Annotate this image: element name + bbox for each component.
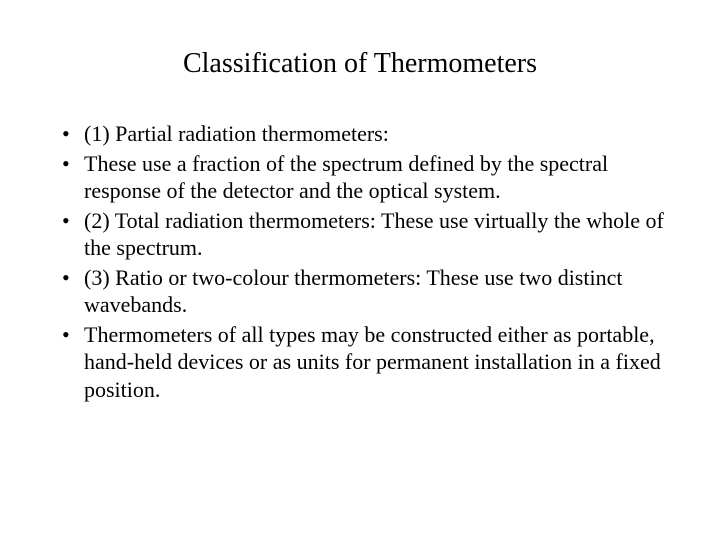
slide: Classification of Thermometers (1) Parti… (0, 0, 720, 540)
list-item: Thermometers of all types may be constru… (62, 321, 678, 404)
list-item: (3) Ratio or two-colour thermometers: Th… (62, 264, 678, 319)
list-item: These use a fraction of the spectrum def… (62, 150, 678, 205)
bullet-list: (1) Partial radiation thermometers: Thes… (32, 120, 688, 403)
list-item: (2) Total radiation thermometers: These … (62, 207, 678, 262)
list-item: (1) Partial radiation thermometers: (62, 120, 678, 148)
slide-title: Classification of Thermometers (32, 48, 688, 80)
